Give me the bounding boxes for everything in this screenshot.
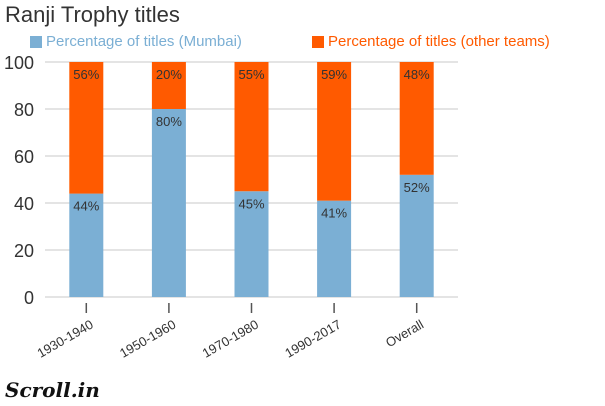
y-tick-label: 60: [14, 147, 34, 167]
legend-label-mumbai: Percentage of titles (Mumbai): [46, 33, 242, 50]
data-label: 48%: [404, 67, 430, 82]
bar-mumbai: [234, 191, 269, 297]
legend-swatch-mumbai: [30, 35, 42, 48]
bar-mumbai: [399, 174, 434, 297]
bar-other: [317, 62, 352, 201]
data-label: 52%: [404, 180, 430, 195]
x-tick-label: 1930-1940: [34, 317, 95, 361]
bar-mumbai: [151, 109, 186, 297]
x-tick-label: 1950-1960: [117, 317, 178, 361]
data-label: 45%: [238, 196, 264, 211]
legend-item-other: Percentage of titles (other teams): [312, 33, 550, 50]
bar-other: [69, 62, 104, 194]
data-label: 56%: [73, 67, 99, 82]
legend-label-other: Percentage of titles (other teams): [328, 33, 550, 50]
x-tick-label: 1970-1980: [200, 317, 261, 361]
y-tick-label: 20: [14, 241, 34, 261]
data-label: 44%: [73, 199, 99, 214]
legend-swatch-other: [312, 35, 324, 48]
scroll-logo: Scroll.in: [5, 378, 100, 402]
chart-title: Ranji Trophy titles: [5, 2, 180, 27]
legend-item-mumbai: Percentage of titles (Mumbai): [30, 33, 242, 50]
data-label: 55%: [238, 67, 264, 82]
x-tick-label: 1990-2017: [282, 317, 343, 361]
y-tick-label: 80: [14, 100, 34, 120]
x-tick-label: Overall: [383, 317, 426, 351]
data-label: 20%: [156, 67, 182, 82]
data-label: 41%: [321, 206, 347, 221]
y-tick-label: 40: [14, 194, 34, 214]
bar-other: [234, 62, 269, 192]
y-tick-label: 0: [24, 288, 34, 308]
data-label: 80%: [156, 114, 182, 129]
bar-other: [151, 62, 186, 109]
data-label: 59%: [321, 67, 347, 82]
bar-mumbai: [69, 193, 104, 297]
bar-other: [399, 62, 434, 175]
y-tick-label: 100: [4, 53, 34, 73]
bar-mumbai: [317, 200, 352, 297]
